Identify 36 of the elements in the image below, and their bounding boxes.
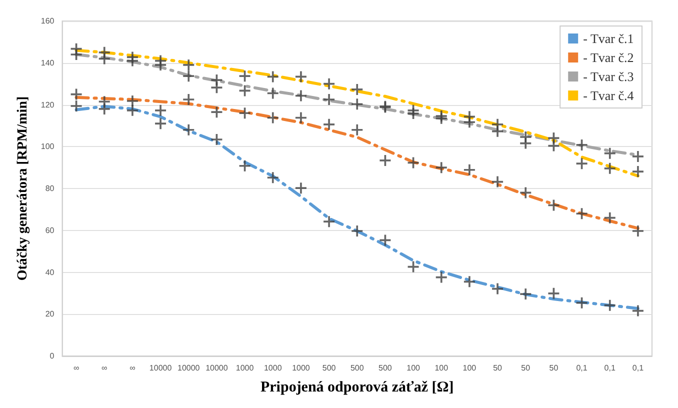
y-tick-label: 140 xyxy=(40,58,55,68)
x-tick-label: 1000 xyxy=(292,364,310,372)
x-tick-label: 0,1 xyxy=(576,364,588,372)
x-tick-label: 500 xyxy=(378,364,392,372)
x-tick-label: 10000 xyxy=(149,364,172,372)
y-tick-label: 0 xyxy=(50,352,55,360)
x-tick-label: 100 xyxy=(434,364,449,372)
x-tick-label: ∞ xyxy=(73,364,80,372)
x-tick-label: 100 xyxy=(462,364,477,372)
y-tick-label: 40 xyxy=(45,268,55,277)
x-tick-label: 1000 xyxy=(236,364,254,372)
y-tick-label: 160 xyxy=(40,16,55,26)
x-axis-title: Pripojená odporová záťaž [Ω] xyxy=(260,380,454,396)
x-tick-label: 500 xyxy=(350,364,364,372)
x-tick-label: 0,1 xyxy=(604,364,616,372)
y-tick-label: 100 xyxy=(40,142,55,152)
y-tick-label: 80 xyxy=(45,184,55,193)
x-tick-label: 1000 xyxy=(264,364,282,372)
legend-label: - Tvar č.1 xyxy=(583,31,634,46)
x-tick-label: 50 xyxy=(493,364,503,372)
y-tick-label: 20 xyxy=(45,310,55,319)
x-tick-label: ∞ xyxy=(130,364,136,372)
x-tick-label: 50 xyxy=(521,364,531,372)
y-tick-label: 120 xyxy=(40,100,55,110)
y-axis-title: Otáčky generátora [RPM/min] xyxy=(16,96,30,281)
legend-label: - Tvar č.2 xyxy=(583,50,634,65)
x-tick-label: 10000 xyxy=(206,364,228,372)
x-tick-label: 500 xyxy=(322,364,336,372)
legend-label: - Tvar č.4 xyxy=(583,88,634,103)
x-tick-label: ∞ xyxy=(102,364,108,372)
x-tick-label: 0,1 xyxy=(632,364,644,372)
y-tick-label: 60 xyxy=(45,226,55,235)
x-tick-label: 50 xyxy=(549,364,559,372)
x-tick-label: 100 xyxy=(406,364,421,372)
legend-label: - Tvar č.3 xyxy=(583,69,634,84)
x-tick-label: 10000 xyxy=(178,364,200,372)
